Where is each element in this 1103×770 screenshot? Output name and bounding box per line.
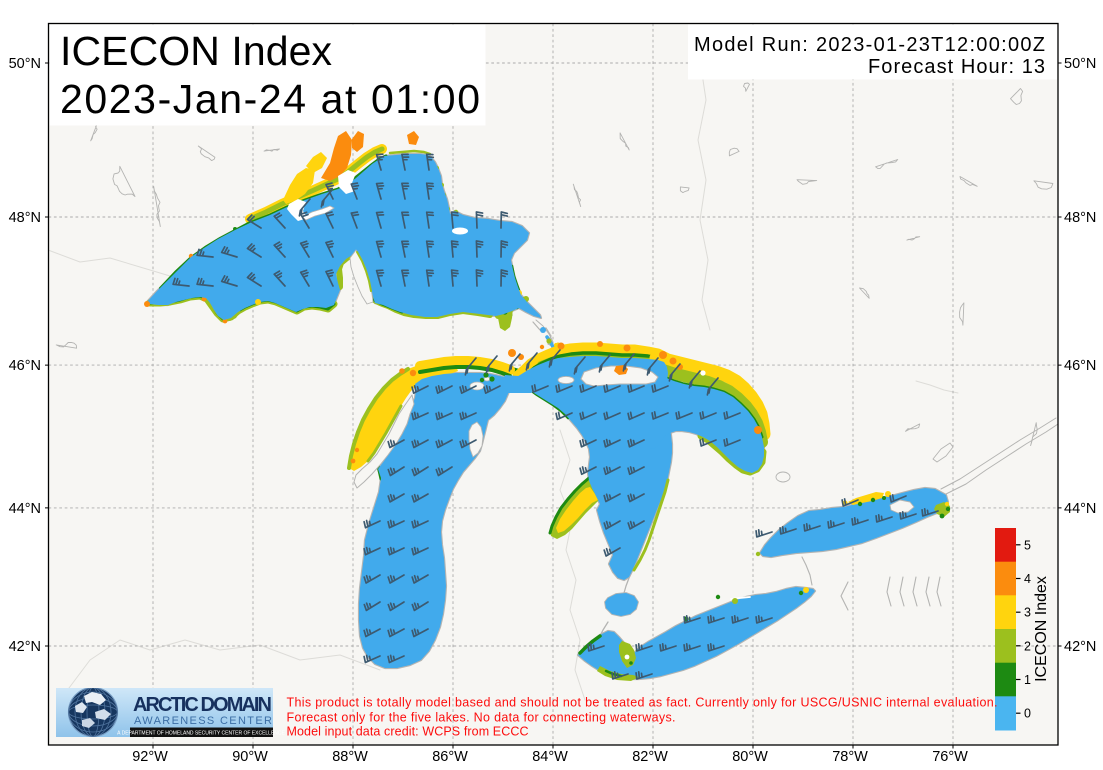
svg-text:48°N: 48°N [1064, 210, 1096, 226]
svg-text:Forecast Hour: 13: Forecast Hour: 13 [868, 56, 1045, 78]
svg-text:2: 2 [1024, 639, 1031, 653]
svg-text:Model Run: 2023-01-23T12:00:00: Model Run: 2023-01-23T12:00:00Z [694, 34, 1045, 56]
svg-text:Forecast only for the five lak: Forecast only for the five lakes. No dat… [287, 711, 676, 725]
svg-text:44°N: 44°N [1064, 501, 1096, 517]
svg-text:0: 0 [1024, 707, 1031, 721]
svg-text:50°N: 50°N [9, 56, 41, 72]
svg-text:92°W: 92°W [132, 749, 168, 765]
svg-text:86°W: 86°W [432, 749, 468, 765]
svg-text:80°W: 80°W [732, 749, 768, 765]
svg-text:76°W: 76°W [932, 749, 968, 765]
svg-text:5: 5 [1024, 538, 1031, 552]
svg-text:4: 4 [1024, 572, 1031, 586]
svg-text:50°N: 50°N [1064, 56, 1096, 72]
svg-text:82°W: 82°W [632, 749, 668, 765]
svg-text:ICECON Index: ICECON Index [60, 28, 333, 74]
svg-text:Model input data credit: WCPS: Model input data credit: WCPS from ECCC [287, 725, 529, 739]
svg-text:88°W: 88°W [332, 749, 368, 765]
svg-text:42°N: 42°N [1064, 639, 1096, 655]
svg-text:84°W: 84°W [532, 749, 568, 765]
svg-text:44°N: 44°N [9, 501, 41, 517]
svg-text:42°N: 42°N [9, 639, 41, 655]
svg-text:ARCTIC DOMAIN: ARCTIC DOMAIN [133, 694, 272, 716]
svg-text:A DEPARTMENT OF HOMELAND SECUR: A DEPARTMENT OF HOMELAND SECURITY CENTER… [117, 731, 285, 737]
svg-text:90°W: 90°W [232, 749, 268, 765]
svg-text:AWARENESS CENTER: AWARENESS CENTER [134, 715, 272, 727]
svg-text:ICECON Index: ICECON Index [1033, 576, 1050, 682]
svg-text:1: 1 [1024, 673, 1031, 687]
svg-text:2023-Jan-24 at 01:00: 2023-Jan-24 at 01:00 [60, 76, 480, 122]
svg-text:46°N: 46°N [1064, 358, 1096, 374]
svg-text:48°N: 48°N [9, 210, 41, 226]
svg-text:This product is totally model: This product is totally model based and … [287, 696, 998, 710]
svg-text:46°N: 46°N [9, 358, 41, 374]
svg-text:3: 3 [1024, 606, 1031, 620]
svg-text:78°W: 78°W [832, 749, 868, 765]
